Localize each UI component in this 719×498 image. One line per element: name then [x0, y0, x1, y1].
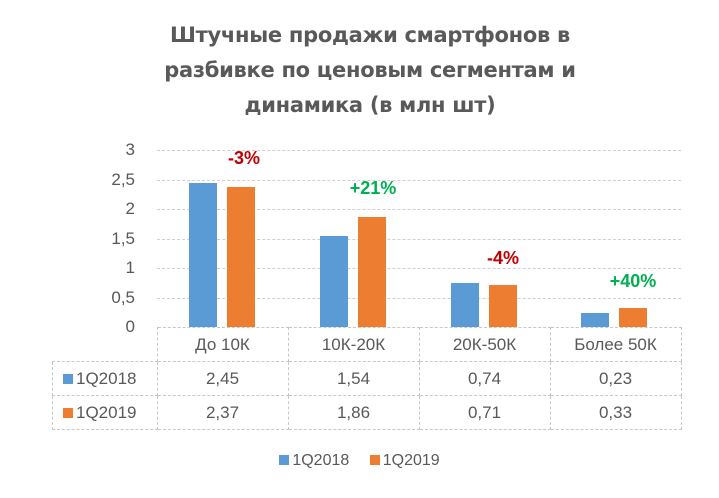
table-cell: 1,86 [287, 395, 420, 430]
plot-area: -3% +21% -4% +40% [157, 148, 681, 327]
bar-1q2019-bolee-50k[interactable] [619, 307, 647, 327]
chart-title: Штучные продажи смартфонов в разбивке по… [120, 18, 620, 123]
y-tick: 2 [125, 199, 135, 218]
chart-title-line-1: Штучные продажи смартфонов в [170, 23, 570, 47]
legend-swatch-icon [63, 407, 73, 418]
y-tick: 1,5 [111, 228, 135, 248]
table-cell: 0,74 [418, 361, 551, 396]
bar-1q2019-do-10k[interactable] [227, 187, 255, 327]
gridline [157, 268, 681, 269]
bar-1q2018-bolee-50k[interactable] [581, 313, 609, 327]
annotation-change: +40% [609, 271, 657, 291]
y-tick: 3 [125, 140, 135, 159]
data-table: До 10К 10К-20К 20К-50К Более 50К 1Q2018 … [52, 327, 682, 430]
table-cell: 0,23 [549, 361, 682, 396]
chart-title-line-2: разбивке по ценовым сегментам и [164, 58, 576, 82]
legend-item-1q2019[interactable]: 1Q2019 [369, 452, 440, 470]
table-header-row: До 10К 10К-20К 20К-50К Более 50К [52, 327, 682, 362]
table-series-label: 1Q2018 [52, 361, 158, 396]
annotation-change: -4% [486, 248, 519, 268]
bar-1q2018-do-10k[interactable] [189, 182, 217, 327]
table-cell: 0,33 [549, 395, 682, 430]
table-header-cell: 20К-50К [418, 327, 551, 362]
legend: 1Q2018 1Q2019 [0, 452, 719, 470]
table-header-cell: 10К-20К [287, 327, 420, 362]
table-cell: 2,45 [156, 361, 289, 396]
bar-1q2018-10k-20k[interactable] [320, 236, 348, 327]
bar-1q2019-10k-20k[interactable] [358, 217, 386, 327]
annotation-change: +21% [349, 178, 397, 198]
gridline [157, 209, 681, 210]
chart-title-line-3: динамика (в млн шт) [244, 93, 496, 117]
table-series-label: 1Q2019 [52, 395, 158, 430]
table-cell: 1,54 [287, 361, 420, 396]
gridline [157, 297, 681, 299]
table-header-cell: Более 50К [549, 327, 682, 362]
legend-swatch-icon [369, 455, 380, 465]
legend-swatch-icon [63, 373, 73, 384]
annotation-change: -3% [227, 148, 260, 168]
table-cell: 0,71 [418, 395, 551, 430]
gridline [157, 150, 681, 151]
table-row: 1Q2018 2,45 1,54 0,74 0,23 [52, 361, 682, 396]
bar-1q2019-20k-50k[interactable] [489, 285, 517, 327]
y-tick: 2,5 [111, 169, 135, 189]
gridline [157, 238, 681, 240]
table-corner [52, 327, 158, 362]
bar-1q2018-20k-50k[interactable] [451, 283, 479, 327]
table-row: 1Q2019 2,37 1,86 0,71 0,33 [52, 395, 682, 430]
table-header-cell: До 10К [156, 327, 289, 362]
y-tick: 1 [125, 258, 135, 277]
table-cell: 2,37 [156, 395, 289, 430]
y-tick: 0 [125, 317, 135, 336]
y-tick: 0,5 [111, 287, 135, 307]
gridline [157, 179, 681, 181]
legend-item-1q2018[interactable]: 1Q2018 [279, 452, 349, 470]
legend-swatch-icon [279, 455, 290, 465]
